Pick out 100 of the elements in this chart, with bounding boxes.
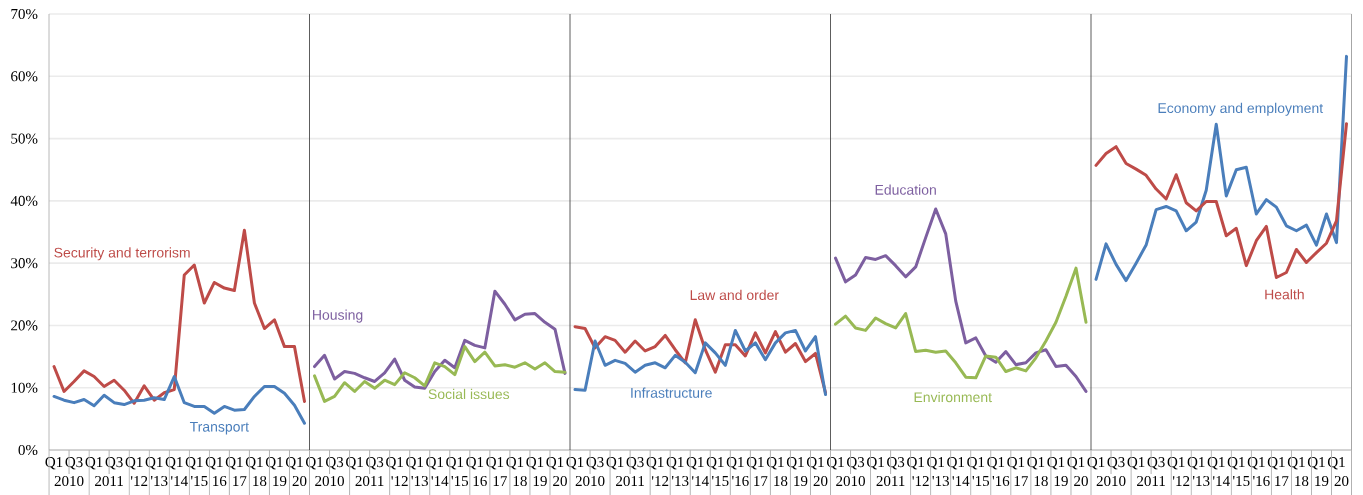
y-tick-label: 20% bbox=[11, 320, 38, 331]
series-label: Education bbox=[875, 184, 936, 195]
text: 16 bbox=[213, 475, 227, 487]
text: 2011 bbox=[876, 475, 905, 487]
text: '12 bbox=[651, 476, 669, 486]
text: 18 bbox=[1034, 475, 1048, 487]
text: '13 bbox=[151, 475, 168, 487]
x-tick-label: Q1 bbox=[506, 457, 524, 470]
text: 2010 bbox=[575, 475, 605, 487]
y-tick-label: 30% bbox=[11, 258, 38, 269]
x-tick-label: Q1 bbox=[1307, 457, 1325, 470]
y-tick-label: 40% bbox=[10, 195, 38, 206]
text: 20 bbox=[292, 475, 307, 487]
text: 2011 bbox=[1137, 475, 1165, 487]
x-tick-label: Q1 bbox=[426, 457, 443, 470]
x-tick-label: Q1 bbox=[1007, 457, 1025, 470]
x-tick-label: Q1 bbox=[45, 457, 63, 470]
x-tick-label: Q1 bbox=[786, 457, 804, 470]
text: 2011 bbox=[355, 475, 384, 487]
text: 18 bbox=[253, 475, 267, 487]
x-tick-label: Q1 bbox=[305, 457, 323, 470]
series-label: Environment bbox=[914, 391, 992, 403]
text: Housing bbox=[313, 309, 363, 323]
text: 20 bbox=[813, 475, 828, 487]
x-tick-label: Q1 bbox=[165, 457, 183, 470]
series-label: Transport bbox=[189, 421, 249, 435]
x-tick-label: Q1 bbox=[1167, 457, 1185, 470]
x-tick-label: Q3 bbox=[1147, 457, 1165, 470]
text: '14 bbox=[1213, 476, 1230, 486]
text: 19 bbox=[273, 475, 287, 487]
y-tick-label: 10% bbox=[11, 382, 38, 393]
x-tick-label: Q3 bbox=[1107, 457, 1125, 470]
x-tick-label: Q1 bbox=[145, 457, 163, 470]
x-tick-label: Q1 bbox=[245, 457, 263, 470]
text: 20 bbox=[553, 475, 567, 487]
x-tick-label: Q1 bbox=[606, 457, 624, 470]
text: 2010 bbox=[315, 475, 344, 487]
text: '14 bbox=[692, 476, 709, 486]
text: '12 bbox=[912, 476, 929, 486]
series-label: Health bbox=[1265, 289, 1304, 300]
text: '14 bbox=[431, 476, 449, 486]
x-tick-label: Q1 bbox=[1247, 457, 1265, 470]
x-tick-label: Q1 bbox=[1127, 457, 1145, 470]
x-tick-label: Q1 bbox=[666, 457, 684, 470]
x-tick-label: Q1 bbox=[1047, 457, 1065, 470]
x-tick-label: Q1 bbox=[706, 457, 724, 470]
x-tick-label: Q1 bbox=[686, 457, 704, 470]
x-tick-label: Q3 bbox=[326, 457, 344, 470]
line-series bbox=[52, 228, 306, 405]
series-label: Economy and employment bbox=[1158, 102, 1324, 116]
y-tick-label: 60% bbox=[11, 71, 38, 82]
x-tick-label: Q1 bbox=[265, 457, 283, 470]
text: '12 bbox=[391, 476, 408, 486]
series-label: Security and terrorism bbox=[54, 247, 190, 261]
x-tick-label: Q1 bbox=[1087, 457, 1105, 470]
text: '14 bbox=[952, 476, 970, 486]
y-tick-label: 50% bbox=[11, 133, 38, 144]
series-label: Law and order bbox=[690, 289, 779, 301]
x-tick-label: Q1 bbox=[806, 457, 824, 470]
text: 17 bbox=[493, 476, 507, 486]
text: '12 bbox=[130, 476, 148, 486]
x-tick-label: Q1 bbox=[406, 457, 423, 470]
text: 17 bbox=[754, 476, 768, 486]
x-tick-label: Q1 bbox=[1207, 457, 1225, 470]
text: 17 bbox=[233, 476, 247, 486]
x-tick-label: Q3 bbox=[887, 457, 905, 470]
text: 2010 bbox=[54, 475, 84, 487]
x-tick-label: Q1 bbox=[867, 457, 884, 470]
text: '16 bbox=[992, 475, 1010, 487]
series-label: Infrastructure bbox=[631, 387, 712, 398]
x-tick-label: Q3 bbox=[847, 457, 865, 470]
text: '15 bbox=[191, 475, 208, 487]
x-tick-label: Q3 bbox=[586, 457, 604, 470]
text: 17 bbox=[1275, 476, 1289, 486]
text: 2010 bbox=[1096, 475, 1126, 487]
text: 19 bbox=[1054, 475, 1068, 487]
x-tick-label: Q1 bbox=[285, 457, 303, 470]
text: 19 bbox=[1315, 475, 1329, 487]
x-tick-label: Q1 bbox=[826, 457, 844, 470]
text: 17 bbox=[1014, 476, 1028, 486]
text: 20 bbox=[1334, 475, 1349, 487]
text: 20 bbox=[1074, 475, 1088, 487]
text: '15 bbox=[451, 475, 469, 487]
text: '15 bbox=[972, 475, 990, 487]
x-tick-label: Q1 bbox=[987, 457, 1005, 470]
x-tick-label: Q1 bbox=[927, 457, 944, 470]
text: 18 bbox=[513, 475, 527, 487]
x-tick-label: Q3 bbox=[65, 457, 83, 470]
x-tick-label: Q1 bbox=[125, 457, 143, 470]
x-tick-label: Q1 bbox=[1287, 457, 1305, 470]
text: 18 bbox=[774, 475, 788, 487]
x-tick-label: Q1 bbox=[486, 457, 504, 470]
text: 2010 bbox=[836, 475, 865, 487]
x-tick-label: Q1 bbox=[726, 457, 744, 470]
text: '13 bbox=[411, 475, 428, 487]
x-tick-label: Q1 bbox=[205, 457, 223, 470]
x-tick-label: Q1 bbox=[1187, 457, 1205, 470]
x-tick-label: Q1 bbox=[546, 457, 564, 470]
text: 18 bbox=[1295, 475, 1309, 487]
x-tick-label: Q3 bbox=[105, 457, 123, 470]
